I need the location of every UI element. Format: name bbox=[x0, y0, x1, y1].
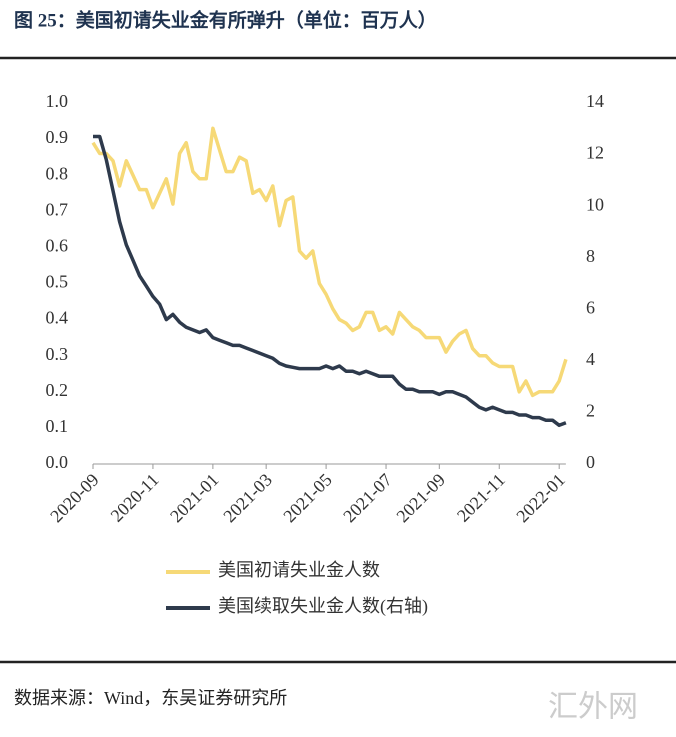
y2-tick-label: 0 bbox=[586, 452, 595, 472]
x-tick-label: 2021-07 bbox=[339, 470, 396, 527]
y-tick-label: 0.9 bbox=[46, 127, 69, 147]
y-tick-label: 1.0 bbox=[46, 91, 69, 111]
x-tick-label: 2020-11 bbox=[107, 470, 163, 526]
y-tick-label: 0.6 bbox=[46, 236, 69, 256]
series-line bbox=[93, 134, 567, 428]
x-tick-label: 2021-11 bbox=[453, 470, 509, 526]
y-tick-label: 0.1 bbox=[46, 416, 69, 436]
x-tick-label: 2021-09 bbox=[392, 470, 449, 527]
y2-tick-label: 2 bbox=[586, 401, 595, 421]
y2-tick-label: 12 bbox=[586, 143, 604, 163]
y-tick-label: 0.4 bbox=[46, 308, 69, 328]
x-tick-label: 2021-03 bbox=[219, 470, 276, 527]
y-tick-label: 0.2 bbox=[46, 380, 69, 400]
y2-tick-label: 6 bbox=[586, 297, 595, 317]
legend-label: 美国续取失业金人数(右轴) bbox=[218, 596, 428, 617]
y2-tick-label: 4 bbox=[586, 349, 595, 369]
y2-tick-label: 14 bbox=[586, 91, 604, 111]
source: 数据来源：Wind，东吴证券研究所 bbox=[14, 688, 287, 708]
watermark: 汇外网 bbox=[548, 690, 638, 725]
legend-label: 美国初请失业金人数 bbox=[218, 560, 380, 580]
y-tick-label: 0.3 bbox=[46, 344, 69, 364]
chart-title: 图 25：美国初请失业金有所弹升（单位：百万人） bbox=[14, 8, 437, 31]
y-tick-label: 0.0 bbox=[46, 452, 69, 472]
x-tick-label: 2022-01 bbox=[512, 470, 569, 527]
y2-tick-label: 10 bbox=[586, 194, 604, 214]
x-tick-label: 2021-05 bbox=[279, 470, 336, 527]
y-tick-label: 0.5 bbox=[46, 272, 69, 292]
x-tick-label: 2021-01 bbox=[166, 470, 223, 527]
x-tick-label: 2020-09 bbox=[46, 470, 103, 527]
series-line bbox=[91, 126, 568, 398]
y2-tick-label: 8 bbox=[586, 246, 595, 266]
y-tick-label: 0.7 bbox=[46, 199, 69, 219]
y-tick-label: 0.8 bbox=[46, 163, 69, 183]
